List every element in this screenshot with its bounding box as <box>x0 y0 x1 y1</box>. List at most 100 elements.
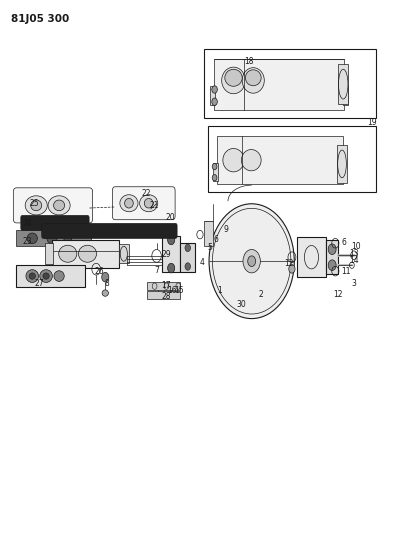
Ellipse shape <box>53 200 65 211</box>
Text: 28: 28 <box>162 292 171 301</box>
Ellipse shape <box>30 200 42 211</box>
Bar <box>213 163 218 181</box>
Bar <box>180 243 195 272</box>
Text: 12: 12 <box>284 260 293 268</box>
Bar <box>162 236 180 272</box>
Text: 10: 10 <box>351 242 361 251</box>
Text: 6: 6 <box>342 238 346 247</box>
Bar <box>147 292 180 300</box>
Text: 29: 29 <box>162 251 171 260</box>
Bar <box>210 86 215 106</box>
Ellipse shape <box>26 270 38 282</box>
Bar <box>214 59 344 110</box>
Bar <box>338 64 348 104</box>
Text: 2: 2 <box>259 289 263 298</box>
Ellipse shape <box>223 149 244 172</box>
Bar <box>147 282 180 290</box>
Text: 26: 26 <box>95 268 104 276</box>
Bar <box>297 237 326 277</box>
Bar <box>16 265 85 287</box>
Text: 20: 20 <box>166 213 175 222</box>
Ellipse shape <box>47 233 57 244</box>
Bar <box>341 163 346 181</box>
Text: 1: 1 <box>217 286 222 295</box>
Ellipse shape <box>242 68 264 93</box>
FancyBboxPatch shape <box>21 215 89 230</box>
Ellipse shape <box>48 196 70 215</box>
Bar <box>217 136 343 184</box>
Ellipse shape <box>120 195 138 212</box>
Ellipse shape <box>168 263 175 273</box>
Ellipse shape <box>168 235 175 245</box>
Text: 12: 12 <box>333 289 343 298</box>
Ellipse shape <box>242 150 261 171</box>
Text: 81J05 300: 81J05 300 <box>11 14 69 24</box>
FancyBboxPatch shape <box>112 187 175 220</box>
Ellipse shape <box>40 270 52 282</box>
Ellipse shape <box>222 67 246 94</box>
Text: 17: 17 <box>161 280 170 289</box>
Bar <box>45 243 53 264</box>
Text: 9: 9 <box>223 225 228 234</box>
Ellipse shape <box>225 69 242 86</box>
Text: 25: 25 <box>29 199 39 208</box>
Text: 16: 16 <box>168 286 177 295</box>
Ellipse shape <box>140 195 158 212</box>
Text: 4: 4 <box>200 258 204 266</box>
Ellipse shape <box>212 164 217 169</box>
Ellipse shape <box>25 196 47 215</box>
Bar <box>261 264 265 292</box>
Ellipse shape <box>102 272 109 282</box>
Bar <box>204 221 213 246</box>
Text: 18: 18 <box>245 58 254 66</box>
Text: 27: 27 <box>34 279 44 288</box>
Ellipse shape <box>185 244 190 252</box>
Ellipse shape <box>102 290 109 296</box>
Ellipse shape <box>54 271 64 281</box>
Ellipse shape <box>212 174 217 181</box>
Bar <box>204 49 375 118</box>
Bar <box>16 230 91 246</box>
Text: 23: 23 <box>23 237 32 246</box>
Ellipse shape <box>29 273 35 279</box>
Text: 15: 15 <box>174 286 184 295</box>
Text: 8: 8 <box>105 279 110 288</box>
Bar <box>343 86 348 106</box>
Bar <box>208 126 375 192</box>
Text: 11: 11 <box>341 268 351 276</box>
Ellipse shape <box>243 249 260 273</box>
Bar <box>119 244 129 263</box>
Ellipse shape <box>209 204 294 319</box>
Ellipse shape <box>185 263 190 270</box>
Bar <box>326 240 338 274</box>
Text: 22: 22 <box>142 189 151 198</box>
Ellipse shape <box>248 256 255 266</box>
Text: 14: 14 <box>349 256 359 264</box>
Text: 21: 21 <box>150 201 159 211</box>
Ellipse shape <box>78 245 97 262</box>
Ellipse shape <box>43 273 49 279</box>
Text: 5: 5 <box>208 244 212 253</box>
Ellipse shape <box>64 234 72 243</box>
Bar <box>235 302 238 307</box>
Ellipse shape <box>27 233 37 244</box>
Ellipse shape <box>144 198 153 208</box>
Text: 24: 24 <box>23 220 32 229</box>
Text: 30: 30 <box>236 300 246 309</box>
Ellipse shape <box>328 260 336 270</box>
Text: 19: 19 <box>367 118 377 127</box>
Text: 13: 13 <box>349 249 359 258</box>
Ellipse shape <box>289 265 295 273</box>
FancyBboxPatch shape <box>13 188 93 223</box>
FancyBboxPatch shape <box>42 223 177 238</box>
Text: 6: 6 <box>213 236 218 245</box>
Ellipse shape <box>125 198 133 208</box>
Ellipse shape <box>246 70 261 86</box>
Ellipse shape <box>328 244 336 255</box>
Bar <box>337 146 347 182</box>
Ellipse shape <box>212 86 217 93</box>
Ellipse shape <box>59 245 77 262</box>
Bar <box>217 260 222 292</box>
Text: 3: 3 <box>351 279 356 288</box>
Text: 7: 7 <box>154 266 159 275</box>
